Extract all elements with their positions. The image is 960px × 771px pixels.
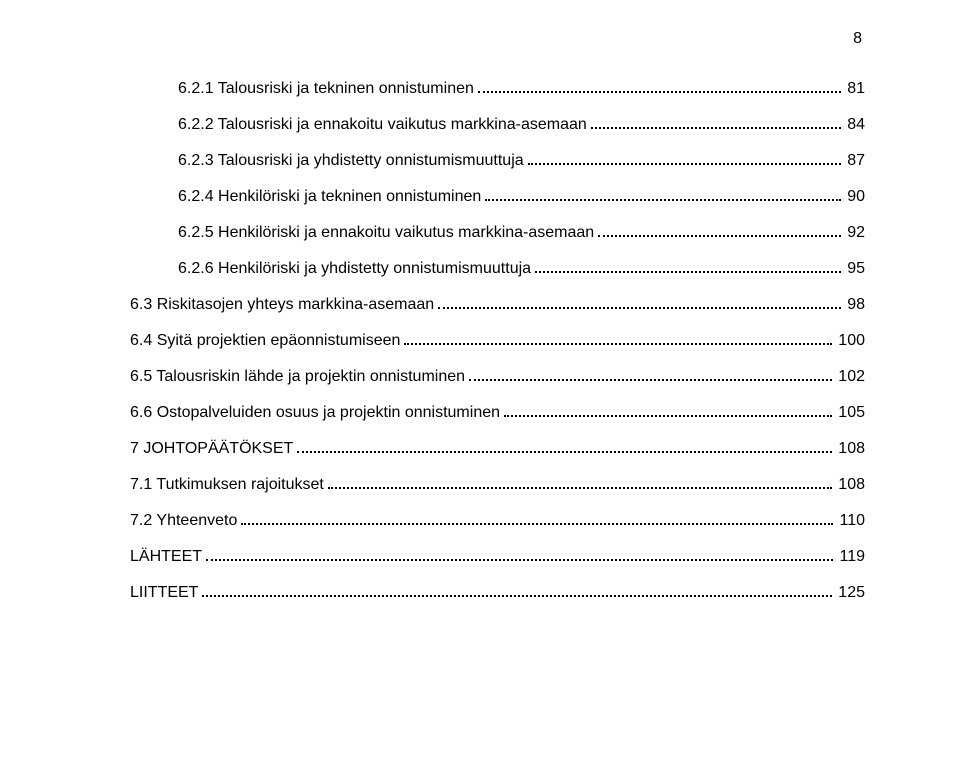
toc-entry-title: LIITTEET [130, 584, 198, 602]
toc-entry-title: 6.4 Syitä projektien epäonnistumiseen [130, 332, 400, 350]
toc-entry-page: 87 [845, 152, 865, 170]
toc-entry-page: 108 [836, 476, 865, 494]
toc-row: LÄHTEET 119 [130, 548, 865, 566]
toc-entry-title: 7 JOHTOPÄÄTÖKSET [130, 440, 293, 458]
toc-row: 6.2.1 Talousriski ja tekninen onnistumin… [130, 80, 865, 98]
toc-entry-page: 100 [836, 332, 865, 350]
toc-row: 6.6 Ostopalveluiden osuus ja projektin o… [130, 404, 865, 422]
toc-leader-dots [206, 559, 833, 561]
toc-leader-dots [485, 199, 841, 201]
toc-row: LIITTEET 125 [130, 584, 865, 602]
toc-row: 6.2.6 Henkilöriski ja yhdistetty onnistu… [130, 260, 865, 278]
toc-entry-page: 105 [836, 404, 865, 422]
toc-entry-title: LÄHTEET [130, 548, 202, 566]
table-of-contents: 6.2.1 Talousriski ja tekninen onnistumin… [130, 80, 865, 602]
toc-row: 6.3 Riskitasojen yhteys markkina-asemaan… [130, 296, 865, 314]
toc-entry-title: 6.2.6 Henkilöriski ja yhdistetty onnistu… [178, 260, 531, 278]
toc-entry-page: 92 [845, 224, 865, 242]
toc-leader-dots [297, 451, 832, 453]
toc-entry-title: 6.2.1 Talousriski ja tekninen onnistumin… [178, 80, 474, 98]
toc-leader-dots [241, 523, 833, 525]
toc-entry-title: 6.3 Riskitasojen yhteys markkina-asemaan [130, 296, 434, 314]
toc-entry-title: 6.6 Ostopalveluiden osuus ja projektin o… [130, 404, 500, 422]
toc-entry-page: 98 [845, 296, 865, 314]
toc-entry-page: 108 [836, 440, 865, 458]
toc-row: 7.2 Yhteenveto 110 [130, 512, 865, 530]
toc-leader-dots [598, 235, 841, 237]
toc-leader-dots [469, 379, 832, 381]
toc-leader-dots [438, 307, 841, 309]
toc-leader-dots [404, 343, 832, 345]
toc-leader-dots [528, 163, 842, 165]
toc-row: 6.2.2 Talousriski ja ennakoitu vaikutus … [130, 116, 865, 134]
toc-leader-dots [535, 271, 841, 273]
toc-entry-title: 7.1 Tutkimuksen rajoitukset [130, 476, 324, 494]
toc-leader-dots [202, 595, 832, 597]
toc-row: 6.5 Talousriskin lähde ja projektin onni… [130, 368, 865, 386]
toc-entry-page: 119 [837, 548, 865, 566]
toc-row: 7 JOHTOPÄÄTÖKSET 108 [130, 440, 865, 458]
toc-entry-title: 7.2 Yhteenveto [130, 512, 237, 530]
toc-leader-dots [504, 415, 832, 417]
toc-leader-dots [478, 91, 841, 93]
toc-entry-page: 110 [837, 512, 865, 530]
toc-leader-dots [591, 127, 841, 129]
toc-row: 6.4 Syitä projektien epäonnistumiseen 100 [130, 332, 865, 350]
toc-entry-page: 102 [836, 368, 865, 386]
toc-entry-page: 125 [836, 584, 865, 602]
page-number: 8 [853, 30, 862, 48]
toc-entry-title: 6.2.3 Talousriski ja yhdistetty onnistum… [178, 152, 524, 170]
toc-row: 7.1 Tutkimuksen rajoitukset 108 [130, 476, 865, 494]
toc-entry-title: 6.2.2 Talousriski ja ennakoitu vaikutus … [178, 116, 587, 134]
toc-row: 6.2.3 Talousriski ja yhdistetty onnistum… [130, 152, 865, 170]
toc-entry-page: 90 [845, 188, 865, 206]
toc-entry-title: 6.2.4 Henkilöriski ja tekninen onnistumi… [178, 188, 481, 206]
toc-entry-page: 81 [845, 80, 865, 98]
toc-entry-page: 95 [845, 260, 865, 278]
toc-row: 6.2.5 Henkilöriski ja ennakoitu vaikutus… [130, 224, 865, 242]
toc-entry-title: 6.5 Talousriskin lähde ja projektin onni… [130, 368, 465, 386]
toc-row: 6.2.4 Henkilöriski ja tekninen onnistumi… [130, 188, 865, 206]
toc-entry-title: 6.2.5 Henkilöriski ja ennakoitu vaikutus… [178, 224, 594, 242]
toc-entry-page: 84 [845, 116, 865, 134]
toc-leader-dots [328, 487, 832, 489]
